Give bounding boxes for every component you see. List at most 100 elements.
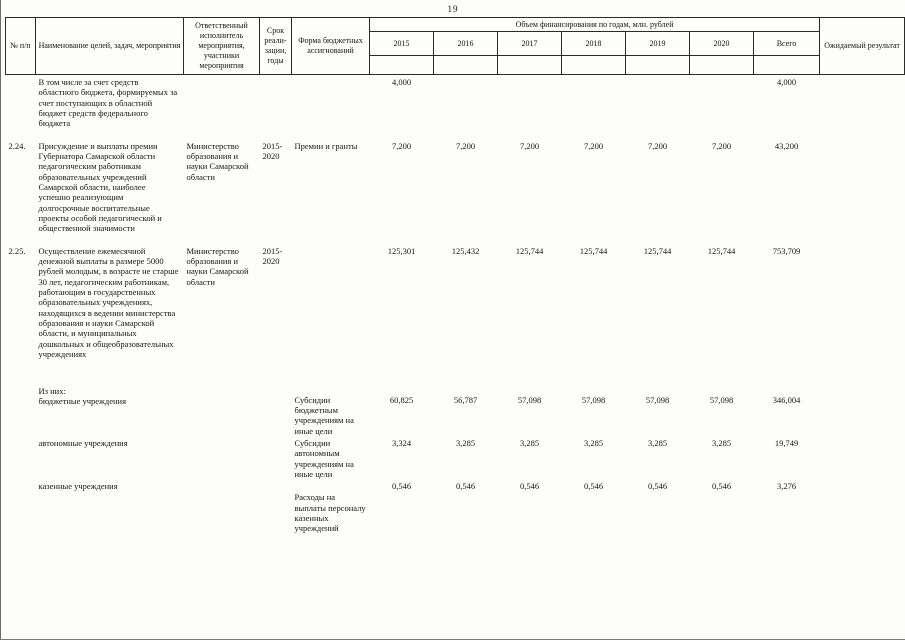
cell-term: [260, 75, 292, 139]
cell-value-2019: 3,285: [647, 437, 668, 448]
page-number: 19: [447, 4, 459, 14]
cell-value-2017: 57,098: [517, 394, 542, 405]
cell-value-2018: 0,546: [583, 481, 604, 492]
cell-value-2020: 125,744: [707, 245, 736, 256]
cell-num: 2.24.: [8, 140, 26, 151]
cell-executor: [184, 384, 260, 436]
header-year-2015: 2015: [369, 31, 434, 56]
cell-value-2020: [690, 75, 754, 139]
header-spacer-cell: [625, 55, 690, 75]
cell-value-2018: 57,098: [581, 394, 606, 405]
table-row: 2.25. Осуществление ежемесячной денежной…: [6, 244, 905, 384]
header-financing: Объем финансирования по годам, млн. рубл…: [368, 17, 821, 32]
header-spacer-cell: [497, 55, 562, 75]
cell-value-total: 4,000: [776, 77, 797, 87]
cell-executor: Министерство образования и науки Самарск…: [186, 140, 249, 182]
cell-value-2020: 0,546: [711, 481, 732, 492]
header-spacer-cell: [433, 55, 498, 75]
cell-result: [820, 436, 905, 479]
cell-name: В том числе за счет средств областного б…: [38, 77, 178, 129]
cell-value-2020: 3,285: [711, 437, 732, 448]
cell-value-2020: 7,200: [711, 140, 732, 151]
cell-value-total: 43,200: [774, 140, 799, 151]
header-spacer-cell: [689, 55, 754, 75]
cell-value-2018: [562, 75, 626, 139]
cell-executor: [184, 479, 260, 539]
cell-value-2015: 125,301: [387, 245, 416, 256]
cell-form: Субсидии бюджетным учреждениям на иные ц…: [294, 394, 354, 436]
header-spacer-cell: [752, 55, 821, 75]
header-year-2017: 2017: [497, 31, 562, 56]
cell-value-2016: 56,787: [453, 394, 478, 405]
cell-value-2016: 125,432: [451, 245, 480, 256]
cell-term: [260, 384, 292, 436]
cell-value-2016: 3,285: [455, 437, 476, 448]
cell-form: [292, 75, 370, 139]
cell-value-2016: [434, 75, 498, 139]
header-year-total: Всего: [752, 31, 821, 56]
cell-form: Расходы на выплаты персоналу казенных уч…: [294, 492, 366, 534]
header-spacer-cell: [369, 55, 434, 75]
cell-value-2019: 7,200: [647, 140, 668, 151]
cell-name: Из них: бюджетные учреждения: [38, 385, 127, 406]
header-result: Ожидаемый результат: [819, 17, 905, 75]
cell-name: автономные учреждения: [38, 437, 128, 448]
header-name: Наименование целей, задач, мероприятия: [35, 17, 184, 75]
cell-num: [6, 479, 36, 539]
table-row: казенные учреждения Расходы на выплаты п…: [6, 479, 905, 539]
cell-result: [820, 384, 905, 436]
cell-value-2017: [498, 75, 562, 139]
header-form: Форма бюджетных ассигнований: [291, 17, 370, 75]
cell-value-2020: 57,098: [709, 394, 734, 405]
cell-result: [820, 244, 905, 384]
cell-name: Осуществление ежемесячной денежной выпла…: [38, 245, 179, 360]
cell-value-total: 19,749: [774, 437, 799, 448]
cell-value-2017: 7,200: [519, 140, 540, 151]
cell-value-2015: 7,200: [391, 140, 412, 151]
cell-executor: [184, 436, 260, 479]
cell-value-2017: 3,285: [519, 437, 540, 448]
cell-name: казенные учреждения: [38, 481, 118, 492]
cell-name: Присуждение и выплаты премии Губернатора…: [38, 140, 162, 234]
header-year-2020: 2020: [689, 31, 754, 56]
cell-value-2017: 125,744: [515, 245, 544, 256]
cell-value-2015: 60,825: [389, 394, 414, 405]
cell-value-2019: 0,546: [647, 481, 668, 492]
cell-value-2017: 0,546: [519, 481, 540, 492]
cell-term: 2015-2020: [262, 140, 283, 161]
header-year-2018: 2018: [561, 31, 626, 56]
cell-value-2015: 3,324: [391, 437, 412, 448]
cell-term: [260, 436, 292, 479]
cell-value-2019: 125,744: [643, 245, 672, 256]
cell-value-2015: 0,546: [391, 481, 412, 492]
cell-form: Субсидии автономным учреждениям на иные …: [294, 437, 354, 480]
cell-value-2016: 7,200: [455, 140, 476, 151]
cell-executor: Министерство образования и науки Самарск…: [186, 245, 249, 287]
cell-value-2015: 4,000: [391, 77, 412, 87]
cell-value-total: 3,276: [776, 481, 797, 492]
header-term: Срок реали-зации, годы: [259, 17, 292, 75]
cell-value-2019: 57,098: [645, 394, 670, 405]
cell-result: [820, 479, 905, 539]
table-row: 2.24. Присуждение и выплаты премии Губер…: [6, 139, 905, 244]
cell-value-total: 753,709: [772, 245, 801, 256]
cell-result: [820, 75, 905, 139]
cell-num: [6, 75, 36, 139]
cell-num: 2.25.: [8, 245, 26, 256]
cell-value-total: 346,004: [772, 394, 801, 405]
table-row: В том числе за счет средств областного б…: [6, 75, 905, 139]
cell-value-2016: 0,546: [455, 481, 476, 492]
cell-value-2018: 125,744: [579, 245, 608, 256]
cell-value-2019: [626, 75, 690, 139]
cell-value-2018: 3,285: [583, 437, 604, 448]
header-year-2016: 2016: [433, 31, 498, 56]
table-row: Из них: бюджетные учреждения Субсидии бю…: [6, 384, 905, 436]
cell-num: [6, 384, 36, 436]
cell-value-2018: 7,200: [583, 140, 604, 151]
financing-table: № п/п Наименование целей, задач, меропри…: [5, 17, 905, 539]
cell-form: Премии и гранты: [294, 140, 358, 151]
table-row: автономные учреждения Субсидии автономны…: [6, 436, 905, 479]
header-year-2019: 2019: [625, 31, 690, 56]
cell-result: [820, 139, 905, 244]
